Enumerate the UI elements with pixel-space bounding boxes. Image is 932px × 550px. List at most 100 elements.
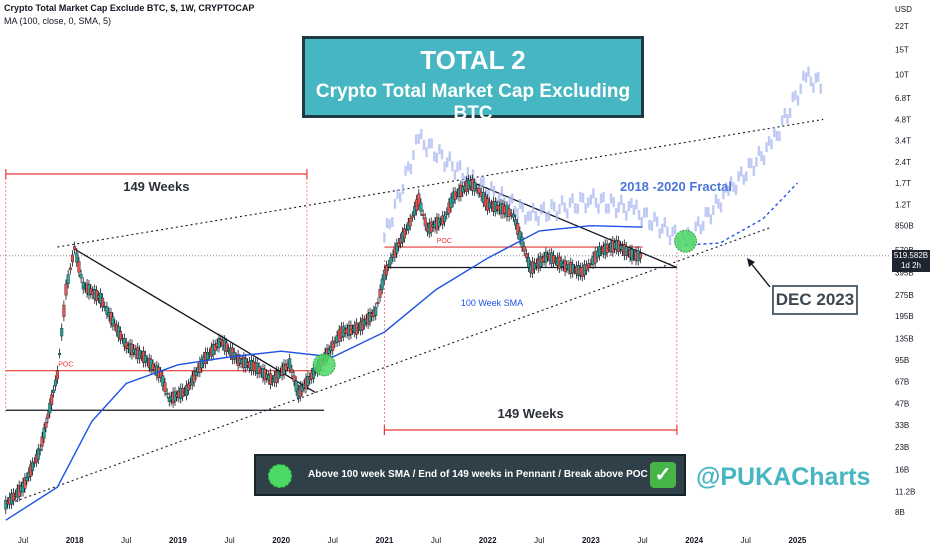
candle-body: [186, 383, 190, 391]
candle-body: [225, 342, 229, 353]
candle-body: [213, 344, 217, 351]
fractal-candle: [458, 160, 462, 171]
candle-body: [290, 369, 294, 373]
fractal-candle: [809, 76, 813, 87]
fractal-candle: [668, 235, 672, 246]
fractal-candle: [401, 184, 405, 195]
fractal-candle: [755, 156, 758, 167]
last-price-value: 519.582B: [893, 251, 929, 260]
candle-body: [395, 243, 399, 254]
fractal-candle: [729, 176, 733, 187]
fractal-candle: [503, 195, 506, 206]
candle-body: [269, 373, 273, 385]
candle-body: [477, 188, 481, 194]
fractal-candle: [640, 216, 643, 227]
fractal-candle: [645, 207, 649, 218]
candle-body: [385, 265, 389, 276]
candle-body: [532, 262, 536, 270]
fractal-candle: [508, 195, 511, 206]
fractal-candle: [516, 208, 519, 219]
x-tick-label: Jul: [224, 536, 234, 545]
fractal-candle: [666, 226, 669, 237]
candle-body: [48, 402, 52, 414]
candle-body: [23, 477, 27, 489]
time-axis[interactable]: Jul 2018 Jul 2019 Jul 2020 Jul 2021 Jul 2022 Jul 20…: [18, 536, 807, 545]
y-tick-label: 275B: [895, 291, 914, 300]
fractal-candle: [737, 171, 740, 182]
candle-body: [119, 331, 123, 340]
candle-body: [445, 211, 449, 216]
fractal-candle: [542, 201, 545, 212]
last-price-countdown: 1d 2h: [900, 261, 922, 270]
fractal-candle: [599, 193, 603, 204]
fractal-candle: [627, 201, 631, 212]
fractal-candle: [653, 211, 656, 222]
fractal-candle: [739, 166, 743, 177]
indicator-header: MA (100, close, 0, SMA, 5): [4, 16, 112, 26]
symbol-header: Crypto Total Market Cap Exclude BTC, $, …: [4, 3, 255, 13]
candle-body: [552, 255, 556, 264]
y-tick-label: 22T: [895, 22, 909, 31]
candle-body: [165, 392, 169, 395]
fractal-candle: [409, 164, 413, 175]
fractal-candle: [524, 214, 527, 225]
fractal-candle: [435, 152, 439, 163]
fractal-candle: [581, 192, 585, 203]
candle-body: [630, 249, 634, 261]
candle-body: [387, 264, 391, 267]
fractal-candle: [609, 193, 613, 204]
dec-arrow-head: [747, 258, 755, 267]
fractal-candle: [807, 66, 810, 77]
fractal-candle: [438, 144, 441, 155]
fractal-candle: [734, 184, 738, 195]
fractal-candle: [498, 192, 501, 203]
x-tick-label: 2018: [66, 536, 84, 545]
candle-body: [194, 371, 198, 376]
sma-projection: [685, 182, 798, 246]
fractal-candle: [383, 232, 386, 243]
breakout-marker: [674, 229, 698, 253]
fractal-candle: [632, 204, 636, 215]
fractal-candle: [602, 191, 605, 202]
candle-body: [38, 448, 42, 451]
candle-body: [404, 228, 408, 231]
fractal-candle: [717, 198, 720, 209]
fractal-candle: [560, 195, 564, 206]
y-tick-label: 16B: [895, 465, 909, 474]
fractal-candle: [592, 188, 595, 199]
fractal-candle: [589, 194, 593, 205]
fractal-candle: [625, 210, 628, 221]
y-tick-label: 195B: [895, 312, 914, 321]
fractal-candle: [699, 224, 702, 235]
candle-body: [77, 261, 81, 273]
x-tick-label: 2020: [272, 536, 290, 545]
fractal-candle: [742, 174, 745, 185]
fractal-candle: [635, 199, 638, 210]
candle-body: [111, 316, 115, 327]
fractal-candle: [417, 133, 420, 144]
fractal-candle: [393, 198, 397, 209]
candle-body: [447, 202, 451, 214]
x-tick-label: 2023: [582, 536, 600, 545]
pennant-line: [74, 248, 316, 394]
candle-body: [192, 371, 196, 383]
candle-body: [44, 422, 48, 428]
fractal-candle: [707, 207, 710, 218]
fractal-candle: [617, 202, 620, 213]
fractal-candle: [714, 193, 718, 204]
fractal-candle: [558, 204, 561, 215]
candle-body: [292, 375, 296, 382]
fractal-candle: [412, 150, 415, 161]
fractal-candle: [732, 182, 735, 193]
candle-body: [54, 379, 58, 387]
fractal-candle: [747, 157, 750, 168]
candle-body: [507, 208, 511, 217]
fractal-candle: [456, 161, 459, 172]
candle-body: [206, 352, 210, 360]
y-tick-label: 395B: [895, 269, 914, 278]
fractal-candle: [802, 70, 805, 81]
candle-body: [50, 394, 54, 406]
fractal-candle: [576, 203, 579, 214]
y-tick-label: 11.2B: [895, 487, 915, 496]
